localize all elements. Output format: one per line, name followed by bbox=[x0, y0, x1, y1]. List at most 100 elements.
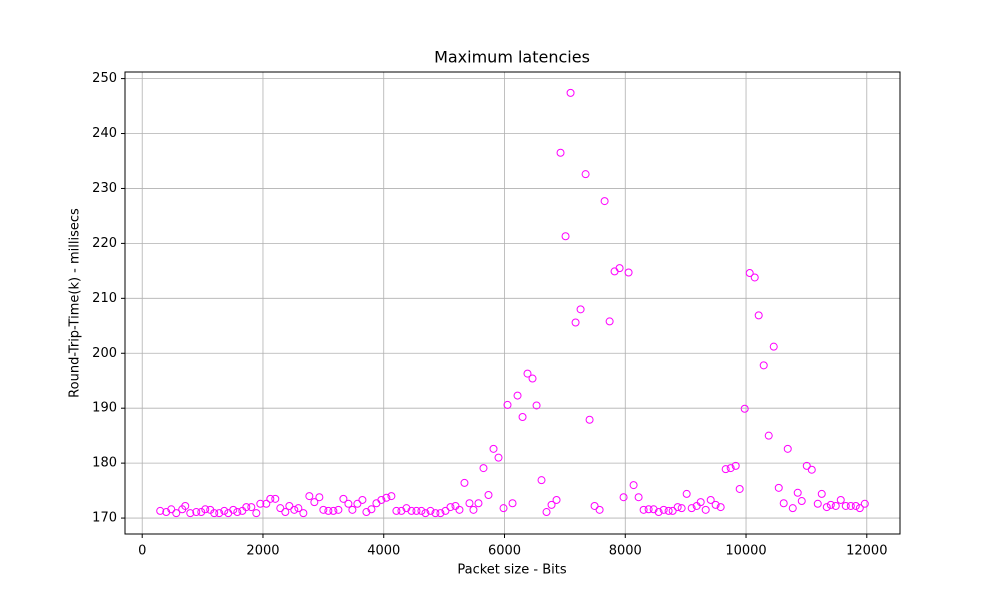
point bbox=[421, 509, 430, 518]
point bbox=[721, 465, 730, 474]
point bbox=[305, 492, 314, 501]
point bbox=[639, 505, 648, 514]
point bbox=[581, 170, 590, 179]
point bbox=[201, 505, 210, 514]
y-tick-label: 240 bbox=[92, 126, 117, 141]
point bbox=[262, 499, 271, 508]
point bbox=[460, 478, 469, 487]
point bbox=[644, 505, 653, 514]
point bbox=[735, 484, 744, 493]
point bbox=[271, 494, 280, 503]
y-tick-label: 210 bbox=[92, 291, 117, 306]
x-tick-label: 6000 bbox=[488, 544, 521, 559]
plot-frame bbox=[124, 71, 901, 535]
point bbox=[285, 501, 294, 510]
point bbox=[731, 461, 740, 470]
point bbox=[605, 317, 614, 326]
point bbox=[407, 506, 416, 515]
point bbox=[797, 497, 806, 506]
point bbox=[659, 505, 668, 514]
point bbox=[186, 509, 195, 518]
point bbox=[664, 506, 673, 515]
point bbox=[156, 506, 165, 515]
point bbox=[256, 499, 265, 508]
point bbox=[446, 503, 455, 512]
y-tick-label: 170 bbox=[92, 511, 117, 526]
point bbox=[479, 464, 488, 473]
point bbox=[822, 503, 831, 512]
point bbox=[595, 505, 604, 514]
point bbox=[377, 495, 386, 504]
point bbox=[677, 504, 686, 513]
point bbox=[831, 501, 840, 510]
point bbox=[523, 369, 532, 378]
x-tick-label: 4000 bbox=[367, 544, 400, 559]
point bbox=[701, 505, 710, 514]
point bbox=[348, 505, 357, 514]
point bbox=[654, 508, 663, 517]
y-tick-label: 190 bbox=[92, 401, 117, 416]
x-tick-label: 12000 bbox=[846, 544, 887, 559]
point bbox=[503, 400, 512, 409]
point bbox=[344, 499, 353, 508]
y-axis-label: Round-Trip-Time(k) - millisecs bbox=[68, 208, 83, 398]
point bbox=[851, 501, 860, 510]
point bbox=[329, 506, 338, 515]
point bbox=[513, 391, 522, 400]
point bbox=[315, 493, 324, 502]
point bbox=[489, 444, 498, 453]
point bbox=[499, 504, 508, 513]
point bbox=[576, 305, 585, 314]
point bbox=[247, 503, 256, 512]
point bbox=[382, 493, 391, 502]
point bbox=[353, 499, 362, 508]
point bbox=[252, 509, 261, 518]
point bbox=[197, 508, 206, 517]
point bbox=[745, 269, 754, 278]
point bbox=[387, 492, 396, 501]
point bbox=[682, 489, 691, 498]
point bbox=[167, 505, 176, 514]
point bbox=[836, 495, 845, 504]
point bbox=[750, 273, 759, 282]
point bbox=[319, 505, 328, 514]
point bbox=[210, 509, 219, 518]
point bbox=[392, 506, 401, 515]
point bbox=[339, 494, 348, 503]
point bbox=[696, 498, 705, 507]
y-tick-label: 180 bbox=[92, 456, 117, 471]
x-tick-label: 8000 bbox=[609, 544, 642, 559]
point bbox=[774, 483, 783, 492]
point bbox=[334, 505, 343, 514]
point bbox=[181, 501, 190, 510]
point bbox=[484, 490, 493, 499]
point bbox=[740, 404, 749, 413]
point bbox=[590, 501, 599, 510]
point bbox=[619, 493, 628, 502]
y-tick-label: 220 bbox=[92, 236, 117, 251]
point bbox=[542, 508, 551, 517]
point bbox=[561, 232, 570, 241]
point bbox=[508, 499, 517, 508]
point bbox=[474, 499, 483, 508]
x-tick-label: 2000 bbox=[246, 544, 279, 559]
point bbox=[585, 415, 594, 424]
point bbox=[469, 505, 478, 514]
point bbox=[294, 504, 303, 513]
x-tick-label: 10000 bbox=[725, 544, 766, 559]
point bbox=[687, 504, 696, 513]
point bbox=[629, 481, 638, 490]
point bbox=[716, 503, 725, 512]
point bbox=[634, 493, 643, 502]
point bbox=[358, 495, 367, 504]
point bbox=[290, 505, 299, 514]
point bbox=[783, 444, 792, 453]
point bbox=[769, 342, 778, 351]
point bbox=[841, 501, 850, 510]
point bbox=[436, 509, 445, 518]
point bbox=[779, 499, 788, 508]
point bbox=[547, 500, 556, 509]
